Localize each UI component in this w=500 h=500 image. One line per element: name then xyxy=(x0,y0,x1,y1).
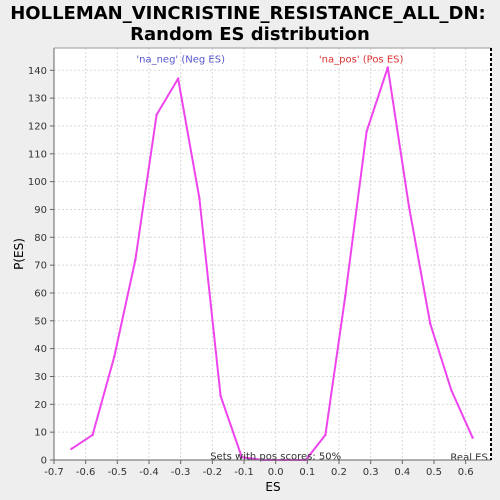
x-tick-label: 0.4 xyxy=(394,467,410,478)
data-point xyxy=(429,322,432,325)
x-tick-label: 0.5 xyxy=(426,467,442,478)
y-tick-label: 20 xyxy=(34,400,47,411)
data-point xyxy=(365,130,368,133)
x-tick-label: -0.7 xyxy=(44,467,64,478)
annotation-label: Sets with pos scores: 50% xyxy=(210,451,341,462)
y-tick-label: 80 xyxy=(34,233,47,244)
y-tick-label: 60 xyxy=(34,288,47,299)
data-point xyxy=(91,433,94,437)
y-tick-label: 90 xyxy=(34,205,47,216)
annotation-label: 'na_neg' (Neg ES) xyxy=(136,55,225,66)
x-tick-label: 0.0 xyxy=(268,467,284,478)
x-tick-label: -0.1 xyxy=(234,467,254,478)
y-axis-label: P(ES) xyxy=(12,238,26,270)
data-point xyxy=(155,113,158,117)
y-tick-label: 10 xyxy=(34,428,47,439)
data-point xyxy=(134,258,137,261)
x-tick-label: 0.3 xyxy=(363,467,379,478)
x-tick-label: -0.6 xyxy=(76,467,96,478)
data-point xyxy=(344,294,347,297)
y-tick-label: 0 xyxy=(41,456,47,467)
y-tick-label: 130 xyxy=(28,94,47,105)
data-point xyxy=(176,77,180,80)
x-tick-label: -0.4 xyxy=(139,467,159,478)
y-tick-label: 100 xyxy=(28,177,47,188)
annotation-label: 'na_pos' (Pos ES) xyxy=(319,55,404,66)
chart-title-line1: HOLLEMAN_VINCRISTINE_RESISTANCE_ALL_DN: xyxy=(10,3,486,24)
data-point xyxy=(198,197,201,200)
x-tick-label: -0.3 xyxy=(171,467,191,478)
y-tick-label: 30 xyxy=(34,372,47,383)
data-point xyxy=(324,433,327,437)
axes: 0 10 20 30 40 50 60 70 80 90 100 110 120 130 140 -0.7 -0… xyxy=(28,47,492,478)
x-tick-label: -0.2 xyxy=(203,467,223,478)
data-point xyxy=(219,394,222,398)
data-point xyxy=(112,355,116,359)
data-point xyxy=(450,389,453,392)
x-tick-label: -0.5 xyxy=(108,467,128,478)
x-tick-label: 0.1 xyxy=(299,467,315,478)
chart-title-line2: Random ES distribution xyxy=(130,24,370,45)
x-tick-label: 0.6 xyxy=(458,467,474,478)
y-tick-label: 50 xyxy=(34,316,47,327)
y-tick-label: 140 xyxy=(28,66,47,77)
annotations: 'na_neg' (Neg ES) 'na_pos' (Pos ES) Sets w… xyxy=(136,55,487,464)
data-point xyxy=(240,456,243,459)
annotation-label: Real ES xyxy=(450,453,487,464)
y-tick-label: 110 xyxy=(28,149,47,160)
plot-area xyxy=(54,48,491,460)
y-tick-label: 120 xyxy=(28,121,47,132)
x-axis-label: ES xyxy=(265,480,280,494)
y-tick-label: 70 xyxy=(34,261,47,272)
data-point xyxy=(386,66,389,69)
data-point xyxy=(407,205,411,208)
data-point xyxy=(471,436,474,439)
x-tick-label: 0.2 xyxy=(331,467,347,478)
data-point xyxy=(70,447,73,451)
y-tick-label: 40 xyxy=(34,344,47,355)
